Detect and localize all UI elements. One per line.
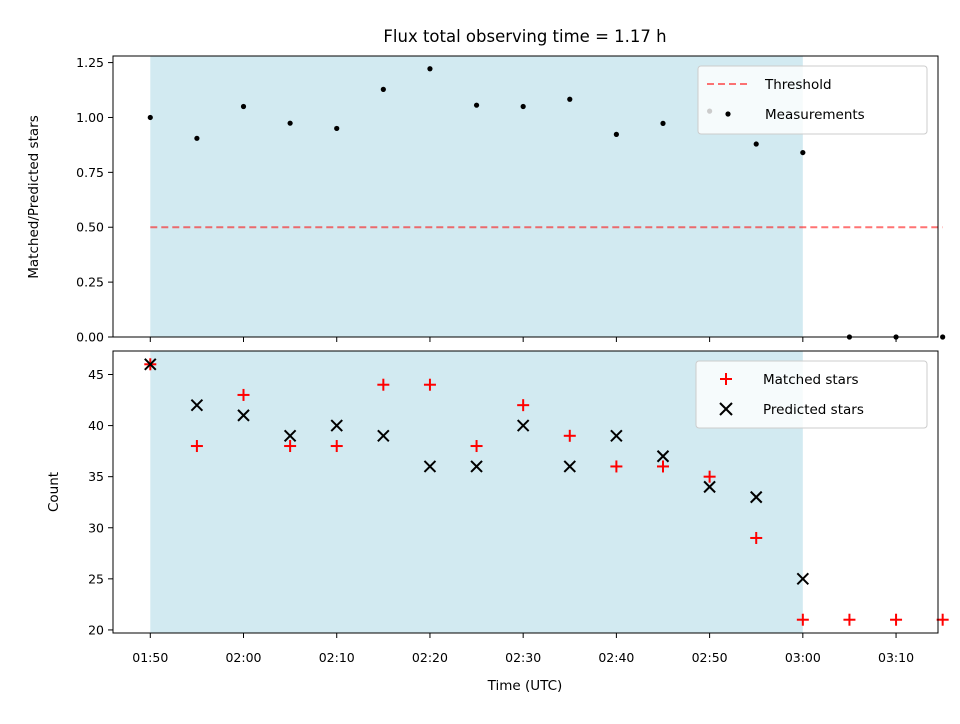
- measurement-point: [753, 141, 759, 147]
- measurement-point: [940, 334, 946, 340]
- x-tick-label: 02:20: [412, 650, 448, 665]
- top-legend: Threshold Measurements: [697, 65, 928, 135]
- predicted-stars-point: [144, 358, 157, 371]
- predicted-stars-point: [190, 398, 204, 412]
- predicted-stars-point: [656, 450, 670, 463]
- y-tick-label: 0.75: [76, 165, 104, 180]
- legend-matched-label: Matched stars: [763, 372, 859, 388]
- x-tick-label: 02:00: [225, 650, 261, 665]
- y-tick-label: 1.25: [76, 55, 104, 70]
- y-tick-label: 25: [88, 571, 104, 586]
- matched-stars-point: [843, 613, 856, 626]
- matched-stars-point: [330, 440, 343, 453]
- predicted-stars-point: [703, 480, 716, 494]
- top-panel-frame: [112, 55, 939, 338]
- matched-stars-point: [703, 470, 716, 483]
- legend-threshold-label: Threshold: [764, 77, 832, 93]
- bottom-panel-frame: [112, 350, 939, 634]
- x-tick-label: 03:10: [878, 650, 914, 665]
- top-panel: 0.00 0.25 0.50 0.75 1.00 1.25 Matched/Predict…: [26, 55, 946, 345]
- measurement-point: [334, 125, 340, 132]
- measurement-point: [380, 86, 386, 92]
- measurement-point: [520, 103, 526, 110]
- measurement-point: [240, 103, 247, 110]
- predicted-stars-point: [330, 419, 343, 432]
- legend-matched-swatch: [720, 373, 732, 385]
- y-tick-label: 35: [88, 469, 104, 484]
- measurement-point: [660, 120, 666, 126]
- y-tick-label: 45: [88, 367, 104, 382]
- bottom-y-axis-label: Count: [46, 472, 62, 512]
- observing-span-shade: [150, 351, 803, 633]
- matched-stars-point: [936, 613, 949, 626]
- bottom-legend-box: [695, 360, 928, 429]
- predicted-stars-point: [377, 429, 390, 443]
- matched-stars-point: [563, 429, 576, 442]
- top-legend-box: [697, 65, 928, 135]
- measurement-point: [194, 135, 200, 141]
- predicted-stars-point: [423, 460, 437, 473]
- predicted-stars-point: [237, 409, 250, 422]
- measurement-point: [427, 66, 433, 72]
- matched-stars-point: [377, 378, 390, 391]
- y-tick-label: 0.00: [76, 330, 104, 345]
- matched-stars-point: [750, 531, 763, 544]
- matched-stars-point: [796, 613, 809, 626]
- y-tick-label: 1.00: [76, 110, 104, 125]
- matched-stars-point: [657, 460, 669, 473]
- matched-stars-point: [190, 440, 203, 453]
- matched-stars-point: [284, 440, 297, 453]
- legend-predicted-swatch: [719, 402, 733, 416]
- legend-measurements-swatch: [725, 111, 731, 117]
- measurement-point: [473, 102, 480, 108]
- chart-title: Flux total observing time = 1.17 h: [383, 27, 666, 46]
- predicted-stars-point: [516, 419, 530, 432]
- x-tick-label: 02:50: [692, 650, 728, 665]
- x-tick-label: 02:10: [319, 650, 355, 665]
- matched-stars-point: [423, 378, 436, 391]
- predicted-stars-point: [283, 429, 297, 443]
- x-tick-label: 01:50: [132, 650, 168, 665]
- matched-stars-point: [890, 613, 903, 626]
- y-tick-label: 0.25: [76, 275, 104, 290]
- predicted-stars-point: [470, 460, 483, 473]
- legend-predicted-label: Predicted stars: [763, 402, 864, 418]
- matched-stars-point: [470, 440, 483, 453]
- y-tick-label: 0.50: [76, 220, 104, 235]
- x-tick-label: 02:30: [505, 650, 541, 665]
- measurement-point: [147, 114, 153, 121]
- matched-stars-point: [610, 460, 623, 473]
- predicted-stars-point: [563, 460, 576, 473]
- matched-stars-point: [517, 399, 530, 412]
- matched-stars-point: [237, 388, 250, 401]
- legend-measurements-label: Measurements: [765, 107, 865, 123]
- bottom-panel: 20 25 30 35 40 45 01:50 02:00 02:10 02:20 02:30 02…: [46, 350, 949, 694]
- bottom-legend: Matched stars Predicted stars: [695, 360, 928, 429]
- y-tick-label: 20: [88, 622, 104, 637]
- x-tick-label: 03:00: [785, 650, 821, 665]
- predicted-stars-point: [610, 429, 623, 443]
- x-tick-label: 02:40: [598, 650, 634, 665]
- predicted-stars-point: [796, 572, 810, 586]
- measurement-point: [567, 96, 573, 102]
- y-tick-label: 30: [88, 520, 104, 535]
- x-axis-label: Time (UTC): [487, 678, 563, 694]
- top-y-axis-label: Matched/Predicted stars: [26, 115, 42, 278]
- predicted-stars-point: [750, 490, 763, 504]
- measurement-point: [287, 120, 293, 126]
- y-tick-label: 40: [88, 418, 104, 433]
- measurement-point: [800, 149, 806, 156]
- measurement-point: [613, 131, 619, 137]
